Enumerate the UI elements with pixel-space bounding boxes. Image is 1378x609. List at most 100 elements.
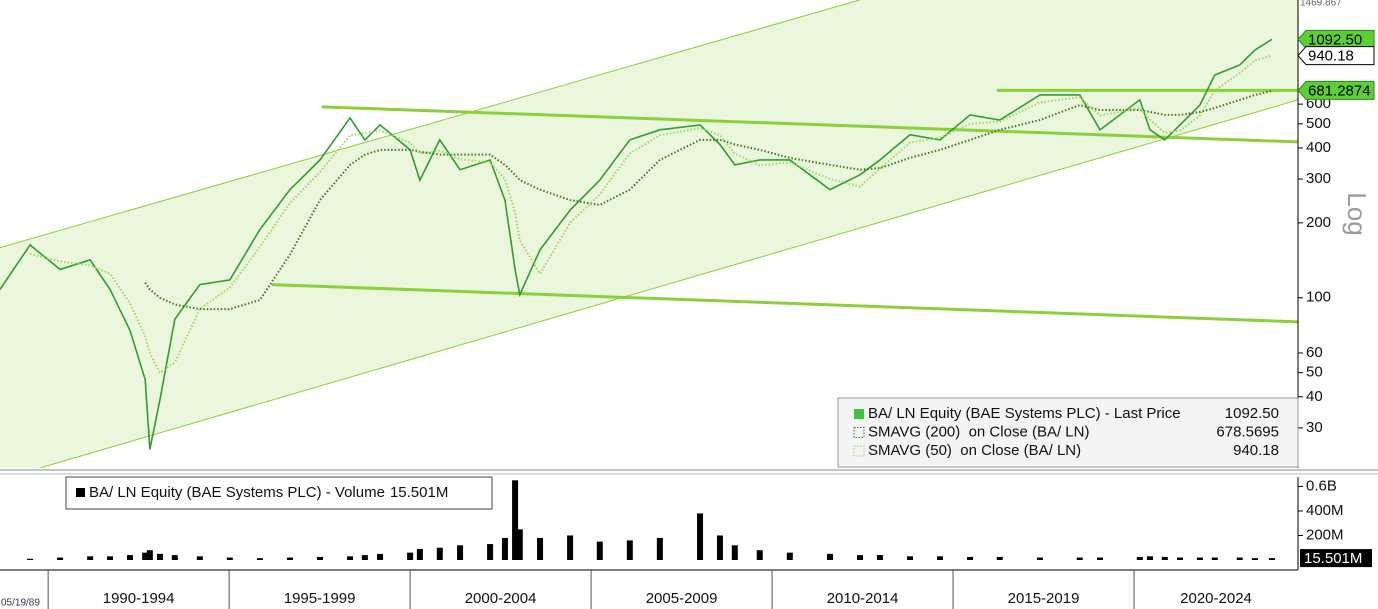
y-tick-label: 30 — [1306, 419, 1323, 436]
legend-box — [837, 397, 1299, 468]
value-tag-label: 1092.50 — [1308, 31, 1362, 48]
volume-bar — [256, 558, 263, 560]
volume-bar — [826, 553, 833, 560]
legend-value: 15.501M — [390, 484, 448, 501]
volume-bar — [1036, 557, 1043, 560]
volume-bar — [377, 553, 384, 560]
volume-bar — [146, 550, 153, 560]
volume-bar — [457, 545, 464, 560]
x-tick-label: 2000-2004 — [465, 590, 537, 607]
volume-bar — [1251, 558, 1258, 560]
volume-bar — [142, 552, 149, 560]
legend-value: 678.5695 — [1216, 423, 1279, 440]
value-tag-label: 681.2874 — [1308, 82, 1371, 99]
volume-bar — [436, 547, 443, 560]
legend-icon — [853, 427, 865, 438]
x-tick-label: 2010-2014 — [827, 590, 899, 607]
volume-bar — [731, 545, 738, 560]
volume-bar — [697, 513, 704, 560]
volume-bar — [87, 556, 94, 560]
volume-bar — [196, 556, 203, 560]
x-tick-label: 2005-2009 — [646, 590, 718, 607]
volume-bar — [567, 535, 574, 560]
x-tick-label: 2020-2024 — [1180, 590, 1252, 607]
volume-bar — [487, 544, 494, 560]
volume-bar — [27, 558, 34, 560]
volume-bar — [626, 540, 633, 560]
volume-bar — [1076, 557, 1083, 560]
series-line — [0, 38, 1273, 450]
volume-bar — [1268, 558, 1275, 560]
trend-line — [271, 283, 1298, 324]
y-tick-label: 40 — [1306, 388, 1323, 405]
volume-bar — [937, 556, 944, 560]
volume-bar — [107, 556, 114, 560]
volume-bar — [756, 550, 763, 560]
volume-bar — [906, 556, 913, 560]
volume-bar — [857, 555, 864, 560]
y-tick-label: 100 — [1306, 289, 1331, 306]
value-tag — [1297, 80, 1375, 100]
volume-bar — [1146, 556, 1153, 560]
legend-value: 940.18 — [1233, 442, 1279, 459]
y-tick-label: 400M — [1306, 502, 1344, 519]
legend-label: BA/ LN Equity (BAE Systems PLC) - Volume — [89, 484, 385, 501]
volume-bar — [876, 555, 883, 560]
volume-bar — [416, 548, 423, 560]
value-tag — [1297, 29, 1375, 49]
legend-label: SMAVG (200) on Close (BA/ LN) — [868, 423, 1089, 440]
price-plot — [0, 0, 1298, 468]
start-date-label: 05/19/89 — [1, 598, 40, 609]
scale-label: Log — [1342, 192, 1372, 235]
channel-line — [39, 99, 1298, 468]
volume-bar — [1097, 557, 1104, 560]
volume-bar — [286, 557, 293, 560]
volume-bar — [126, 555, 133, 560]
x-tick-label: 1990-1994 — [103, 590, 175, 607]
y-tick-label: 200 — [1306, 214, 1331, 231]
volume-bar — [316, 556, 323, 560]
legend-label: SMAVG (50) on Close (BA/ LN) — [868, 442, 1081, 459]
channel-fill — [0, 0, 1298, 468]
x-tick-label: 1995-1999 — [284, 590, 356, 607]
y-tick-label: 50 — [1306, 364, 1323, 381]
volume-bar — [786, 552, 793, 560]
series-line — [144, 89, 1273, 311]
y-tick-label: 200M — [1306, 526, 1344, 543]
volume-bar — [1177, 557, 1183, 560]
volume-bar — [156, 553, 163, 560]
volume-bar — [1236, 557, 1243, 560]
volume-bar — [407, 552, 414, 560]
value-tag — [1297, 46, 1375, 66]
legend-icon — [853, 445, 865, 457]
volume-bar — [361, 555, 368, 560]
volume-bar — [596, 541, 603, 560]
volume-bar — [1196, 557, 1203, 560]
y-tick-label: 300 — [1306, 170, 1331, 187]
volume-bar — [501, 537, 508, 560]
volume-bar — [57, 557, 64, 560]
x-tick-label: 2015-2019 — [1008, 590, 1080, 607]
volume-bar — [996, 556, 1003, 560]
volume-bar — [347, 556, 354, 560]
legend-box — [65, 476, 493, 510]
volume-bar — [512, 480, 519, 560]
legend-icon — [76, 488, 85, 497]
y-max-label: 1469.867 — [1300, 0, 1342, 9]
value-tag-label: 940.18 — [1308, 48, 1354, 65]
volume-bar — [716, 535, 723, 560]
y-tick-label: 60 — [1306, 344, 1323, 361]
volume-bar — [1211, 557, 1218, 560]
value-tag-label: 15.501M — [1304, 550, 1362, 567]
legend-icon — [854, 409, 864, 419]
y-tick-label: 0.6B — [1306, 477, 1337, 494]
volume-bar — [171, 555, 178, 560]
volume-bar — [656, 537, 663, 560]
value-tag — [1300, 549, 1372, 568]
volume-bar — [537, 537, 544, 560]
volume-bar — [516, 529, 523, 560]
channel-line — [0, 0, 861, 249]
